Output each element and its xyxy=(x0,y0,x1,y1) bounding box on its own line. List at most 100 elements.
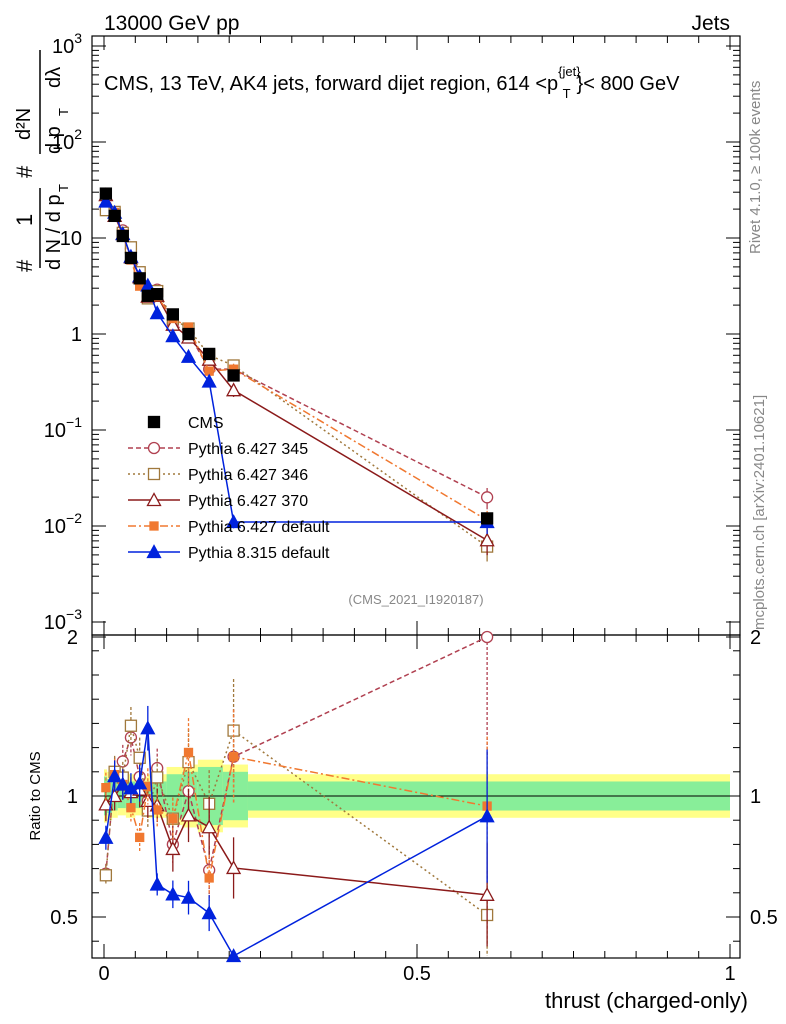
legend-item: Pythia 6.427 346 xyxy=(128,467,308,484)
ratio-point xyxy=(98,796,114,811)
svg-text:#: # xyxy=(12,165,37,178)
ratio-tick-label-left: 2 xyxy=(67,627,78,649)
data-point xyxy=(479,532,495,547)
ratio-tick-label-right: 2 xyxy=(750,627,761,649)
data-point xyxy=(180,348,197,363)
ratio-point xyxy=(135,832,145,843)
x-axis-label: thrust (charged-only) xyxy=(545,988,748,1013)
data-point xyxy=(149,305,165,320)
ratio-point xyxy=(225,860,242,875)
ratio-point xyxy=(168,814,178,824)
header-left: 13000 GeV pp xyxy=(104,12,239,35)
y-axis-label: # 1 d N / d p T # d²N d p T dλ xyxy=(12,50,71,272)
data-point xyxy=(166,308,180,321)
svg-text:dλ: dλ xyxy=(43,67,65,88)
y-tick-label: 10−1 xyxy=(44,414,82,442)
data-point xyxy=(225,514,242,529)
svg-text:#: # xyxy=(12,259,37,272)
ratio-tick-label-left: 1 xyxy=(67,786,78,808)
ratio-point xyxy=(183,747,194,758)
data-point xyxy=(108,209,121,223)
y-tick-label: 103 xyxy=(52,30,82,58)
ratio-y-axis-label: Ratio to CMS xyxy=(27,751,44,840)
chart-title: CMS, 13 TeV, AK4 jets, forward dijet reg… xyxy=(104,64,680,101)
ratio-point xyxy=(152,805,162,815)
legend-label: Pythia 6.427 default xyxy=(188,519,330,536)
mcplots-reference-label: mcplots.cern.ch [arXiv:2401.10621] xyxy=(751,395,768,630)
data-point xyxy=(182,327,195,341)
legend-label: CMS xyxy=(188,415,224,432)
legend-marker xyxy=(146,492,162,507)
svg-text:d N / d p: d N / d p xyxy=(43,194,65,270)
ratio-tick-label-right: 0.5 xyxy=(750,907,778,929)
ratio-point xyxy=(149,876,165,891)
ratio-line xyxy=(105,728,488,958)
legend-label: Pythia 6.427 370 xyxy=(188,493,308,510)
ratio-line xyxy=(105,636,488,874)
series-line xyxy=(105,194,488,541)
data-point xyxy=(480,491,494,504)
data-point xyxy=(480,512,494,525)
legend-item: Pythia 8.315 default xyxy=(128,544,330,562)
ratio-point xyxy=(204,873,214,883)
axis-ticks: 0 0.5 1 10−3 10−2 10−1 1 10 102 103 0.5 0.5 1 1 2 2 xyxy=(44,30,778,985)
main-plot-series xyxy=(98,187,495,562)
legend-label: Pythia 6.427 346 xyxy=(188,467,308,484)
legend-marker xyxy=(147,467,161,481)
svg-text:T: T xyxy=(56,108,71,116)
data-point xyxy=(225,382,242,397)
data-point xyxy=(201,373,217,388)
ratio-series-pythia-8-315-default xyxy=(98,705,495,963)
data-point xyxy=(99,187,113,200)
data-point xyxy=(98,193,114,208)
ratio-point xyxy=(180,807,197,822)
ratio-point xyxy=(479,808,495,823)
ratio-point xyxy=(98,829,114,844)
y-tick-label: 10−2 xyxy=(44,510,82,538)
ratio-tick-label-left: 0.5 xyxy=(50,907,78,929)
legend-item: Pythia 6.427 370 xyxy=(128,492,308,510)
analysis-watermark: (CMS_2021_I1920187) xyxy=(348,592,483,607)
ratio-point xyxy=(132,775,148,790)
ratio-point xyxy=(140,720,156,735)
x-tick-label: 0.5 xyxy=(403,963,431,985)
ratio-point xyxy=(116,755,129,768)
ratio-plot-series xyxy=(98,630,495,963)
ratio-point xyxy=(201,905,217,920)
data-point xyxy=(133,272,146,285)
data-point xyxy=(124,251,138,265)
y-tick-label: 10 xyxy=(60,228,82,250)
ratio-point xyxy=(165,886,181,901)
ratio-tick-label-right: 1 xyxy=(750,786,761,808)
legend-marker xyxy=(147,441,161,455)
ratio-point xyxy=(165,841,181,856)
svg-text:1: 1 xyxy=(12,214,37,226)
y-tick-label: 10−3 xyxy=(44,606,82,634)
ratio-point xyxy=(180,889,197,904)
y-tick-label: 102 xyxy=(52,126,82,154)
legend: CMS Pythia 6.427 345 Pythia 6.427 346 Pythi… xyxy=(128,415,330,562)
legend-item: Pythia 6.427 345 xyxy=(128,441,308,458)
series-cms xyxy=(99,187,494,525)
ratio-point xyxy=(228,752,239,762)
ratio-point xyxy=(480,630,494,644)
ratio-point xyxy=(99,869,113,882)
ratio-point xyxy=(225,948,242,963)
legend-label: Pythia 6.427 345 xyxy=(188,441,308,458)
legend-label: Pythia 8.315 default xyxy=(188,545,330,562)
x-tick-label: 1 xyxy=(724,963,735,985)
ratio-series-pythia-6-427-345 xyxy=(99,630,494,895)
series-pythia-6-427-345 xyxy=(99,203,494,510)
header-right: Jets xyxy=(691,12,730,35)
data-point xyxy=(227,369,240,382)
data-point xyxy=(165,328,181,343)
legend-marker xyxy=(147,415,161,429)
ratio-point xyxy=(479,886,495,901)
rivet-version-label: Rivet 4.1.0, ≥ 100k events xyxy=(747,81,764,254)
ratio-point xyxy=(107,768,123,783)
ratio-point xyxy=(101,783,111,793)
legend-marker xyxy=(149,521,159,531)
y-tick-label: 1 xyxy=(71,324,82,346)
svg-text:d²N: d²N xyxy=(13,108,35,140)
